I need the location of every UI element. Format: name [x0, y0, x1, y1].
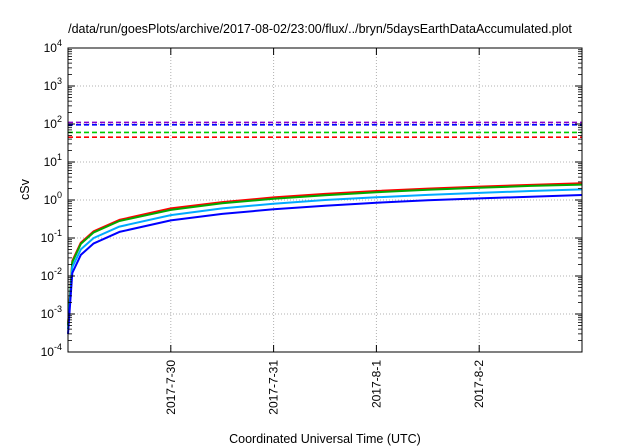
- series-layer: [67, 121, 583, 334]
- x-tick-label: 2017-7-31: [267, 360, 281, 415]
- y-tick-label: 100: [44, 190, 62, 207]
- y-tick-labels: 10-4 10-3 10-2 10-1 100 101 102 103 104: [41, 38, 62, 359]
- x-tick-label: 2017-8-2: [472, 360, 486, 408]
- y-tick-label: 102: [44, 114, 62, 131]
- y-tick-label: 10-4: [41, 342, 62, 359]
- series-line-3: [67, 188, 583, 330]
- y-tick-label: 10-1: [41, 228, 62, 245]
- plot-frame: [67, 47, 583, 353]
- y-tick-label: 103: [44, 76, 62, 93]
- series-line-1: [67, 182, 583, 326]
- y-tick-label: 101: [44, 152, 62, 169]
- series-line-2: [67, 183, 583, 326]
- x-tick-labels: 2017-7-30 2017-7-31 2017-8-1 2017-8-2: [164, 360, 486, 415]
- y-tick-label: 10-3: [41, 304, 62, 321]
- y-tick-label: 104: [44, 38, 62, 55]
- chart-title: /data/run/goesPlots/archive/2017-08-02/2…: [68, 22, 572, 36]
- x-tick-label: 2017-7-30: [164, 360, 178, 415]
- x-tick-label: 2017-8-1: [369, 360, 383, 408]
- x-axis-label: Coordinated Universal Time (UTC): [229, 432, 421, 446]
- y-axis-label: cSv: [18, 179, 32, 200]
- plot-border: [67, 47, 583, 353]
- y-tick-label: 10-2: [41, 266, 62, 283]
- series-line-4: [67, 194, 583, 334]
